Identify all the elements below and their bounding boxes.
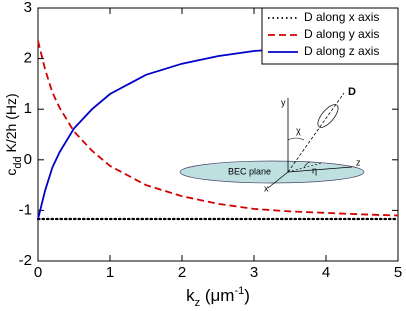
y-tick-label: 0: [24, 151, 32, 168]
y-axis-title-part: c: [3, 169, 19, 176]
precession-loop: [317, 104, 339, 128]
x-tick-label: 0: [34, 264, 42, 281]
eta-arc: [303, 161, 311, 169]
y-tick-label: 3: [24, 0, 32, 16]
x-axis-title-part: k: [186, 286, 195, 305]
y-tick-label: -2: [19, 252, 32, 269]
y-tick-label: -1: [19, 201, 32, 218]
dipole-arrow: [287, 92, 345, 173]
x-axis-title-part: -1: [234, 285, 244, 297]
plot-frame: [37, 7, 399, 262]
x-axis-title: kz (μm-1): [186, 285, 250, 309]
dipole-label: D: [348, 86, 356, 98]
y-tick-label: 2: [24, 50, 32, 67]
x-axis-title-part: ): [244, 286, 250, 305]
inset-diagram: BEC plane y z x D χ η: [179, 86, 365, 193]
projection: [287, 162, 323, 173]
x-tick-label: 2: [178, 264, 186, 281]
plane-label: BEC plane: [228, 166, 271, 176]
x-axis-title-part: z: [195, 297, 201, 309]
x-tick-label: 5: [394, 264, 402, 281]
legend-label: D along x axis: [304, 10, 379, 24]
y-axis-title-part: K/2h (Hz): [3, 93, 19, 156]
x-axis-label: x: [264, 183, 269, 193]
z-axis-label: z: [356, 157, 361, 167]
eta-label: η: [312, 165, 317, 175]
x-tick-label: 3: [250, 264, 258, 281]
x-axis-line: [267, 171, 289, 189]
legend-label: D along y axis: [304, 27, 379, 41]
series-line: [37, 43, 399, 220]
x-axis-title-part: (μm: [200, 286, 234, 305]
x-tick-label: 1: [106, 264, 114, 281]
y-axis-label: y: [281, 97, 286, 107]
bec-plane: [179, 160, 365, 184]
chi-label: χ: [296, 125, 301, 135]
y-axis-title-part: dd: [12, 156, 24, 168]
z-axis-line: [287, 166, 353, 173]
series-line: [37, 40, 399, 217]
chi-arc: [287, 137, 305, 141]
y-axis-title: cdd K/2h (Hz): [3, 93, 24, 175]
x-tick-label: 4: [322, 264, 330, 281]
y-tick-label: 1: [24, 100, 32, 117]
legend-box: [261, 7, 399, 65]
legend-label: D along z axis: [304, 44, 379, 58]
